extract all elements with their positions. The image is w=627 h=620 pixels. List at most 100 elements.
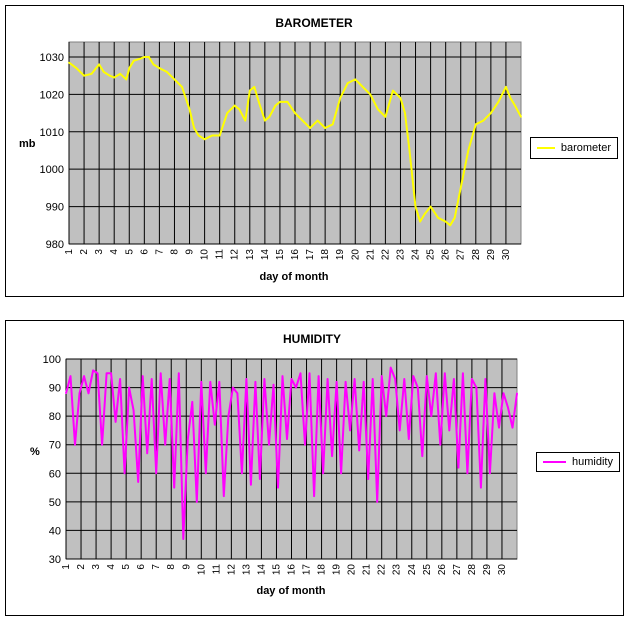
barometer-data-point — [83, 74, 85, 77]
humidity-data-point — [421, 455, 424, 457]
barometer-data-point — [181, 86, 183, 88]
barometer-x-tick-label: 24 — [411, 249, 422, 261]
humidity-x-tick-label: 6 — [136, 564, 147, 570]
barometer-x-tick-label: 17 — [305, 249, 316, 261]
humidity-data-point — [173, 486, 176, 489]
barometer-title: BAROMETER — [275, 16, 353, 30]
humidity-data-point — [412, 375, 415, 377]
humidity-data-point — [69, 375, 72, 377]
humidity-data-point — [340, 472, 342, 475]
humidity-data-point — [159, 372, 162, 375]
humidity-data-point — [214, 423, 216, 426]
humidity-x-tick-label: 3 — [91, 564, 102, 570]
humidity-title: HUMIDITY — [283, 332, 341, 346]
humidity-chart: HUMIDITY % day of month 30 40 50 60 70 80 90 10… — [30, 332, 518, 597]
humidity-data-point — [304, 443, 306, 446]
humidity-x-tick-label: 12 — [226, 564, 237, 576]
humidity-data-point — [367, 478, 369, 480]
humidity-x-tick-label: 22 — [377, 564, 388, 576]
barometer-data-point — [362, 86, 364, 88]
humidity-y-tick-label: 90 — [49, 383, 61, 395]
barometer-data-point — [475, 123, 477, 126]
barometer-data-point — [98, 63, 100, 66]
barometer-data-point — [490, 112, 492, 114]
humidity-data-point — [268, 443, 270, 446]
humidity-data-point — [493, 392, 496, 395]
barometer-data-point — [286, 101, 289, 103]
humidity-data-point — [286, 438, 288, 440]
barometer-y-tick-label: 990 — [46, 202, 64, 214]
barometer-data-point — [132, 59, 135, 62]
humidity-data-point — [398, 429, 401, 432]
humidity-data-point — [83, 375, 85, 377]
humidity-data-point — [430, 415, 433, 417]
humidity-data-point — [150, 378, 153, 380]
barometer-data-point — [520, 116, 522, 118]
barometer-data-point — [108, 74, 111, 77]
humidity-data-point — [462, 372, 464, 375]
humidity-legend: humidity — [536, 452, 620, 472]
humidity-data-point — [358, 449, 360, 452]
barometer-data-point — [392, 89, 394, 92]
humidity-x-tick-label: 9 — [181, 564, 192, 570]
barometer-data-point — [384, 116, 387, 118]
humidity-data-point — [259, 478, 261, 480]
humidity-x-tick-label: 11 — [211, 564, 222, 575]
barometer-x-tick-label: 1 — [64, 249, 75, 255]
humidity-data-point — [403, 378, 406, 380]
barometer-data-point — [301, 119, 304, 122]
humidity-data-point — [254, 381, 257, 383]
barometer-x-tick-label: 26 — [441, 249, 452, 261]
barometer-data-point — [166, 71, 168, 73]
humidity-data-point — [177, 372, 180, 375]
humidity-x-tick-label: 17 — [302, 564, 313, 576]
barometer-data-point — [274, 104, 277, 107]
humidity-x-tick-label: 28 — [467, 564, 478, 576]
humidity-data-point — [362, 381, 365, 383]
barometer-chart-panel: BAROMETER mb day of month 980 990 1000 1010… — [5, 5, 624, 297]
barometer-data-point — [505, 86, 507, 88]
humidity-data-point — [299, 372, 302, 375]
humidity-data-point — [227, 415, 230, 417]
humidity-data-point — [389, 366, 392, 369]
humidity-chart-panel: HUMIDITY % day of month 30 40 50 60 70 80 90 10… — [5, 320, 624, 616]
barometer-x-tick-label: 21 — [365, 249, 376, 261]
humidity-data-point — [511, 426, 514, 429]
humidity-data-point — [439, 443, 442, 446]
humidity-data-point — [480, 486, 482, 489]
humidity-x-tick-label: 27 — [452, 564, 463, 576]
humidity-data-point — [245, 378, 248, 380]
barometer-x-tick-label: 10 — [200, 249, 211, 261]
barometer-data-point — [497, 101, 500, 103]
humidity-data-point — [191, 401, 194, 403]
humidity-data-point — [502, 392, 505, 395]
humidity-legend-swatch — [543, 461, 567, 463]
barometer-data-point — [238, 108, 241, 111]
barometer-x-tick-label: 12 — [230, 249, 241, 261]
humidity-y-tick-label: 60 — [49, 468, 61, 480]
barometer-data-point — [253, 86, 256, 88]
humidity-x-tick-label: 15 — [271, 564, 282, 576]
barometer-data-point — [128, 67, 131, 69]
barometer-data-point — [509, 97, 512, 99]
barometer-data-point — [264, 119, 266, 122]
humidity-x-tick-label: 14 — [256, 564, 267, 576]
humidity-y-tick-label: 30 — [49, 554, 61, 566]
humidity-y-tick-label: 80 — [49, 411, 61, 423]
barometer-data-point — [339, 97, 342, 99]
humidity-data-point — [119, 378, 121, 380]
barometer-data-point — [459, 187, 462, 189]
barometer-data-point — [482, 119, 485, 122]
humidity-data-point — [471, 378, 473, 380]
humidity-data-point — [444, 372, 446, 375]
humidity-x-tick-label: 4 — [106, 564, 117, 570]
humidity-x-tick-label: 23 — [392, 564, 403, 576]
barometer-x-tick-label: 22 — [380, 249, 391, 261]
barometer-data-point — [233, 104, 236, 107]
barometer-x-tick-label: 30 — [501, 249, 512, 261]
humidity-x-tick-label: 5 — [121, 564, 132, 570]
barometer-data-point — [331, 123, 334, 126]
barometer-x-tick-label: 18 — [320, 249, 331, 261]
barometer-data-point — [279, 101, 281, 103]
